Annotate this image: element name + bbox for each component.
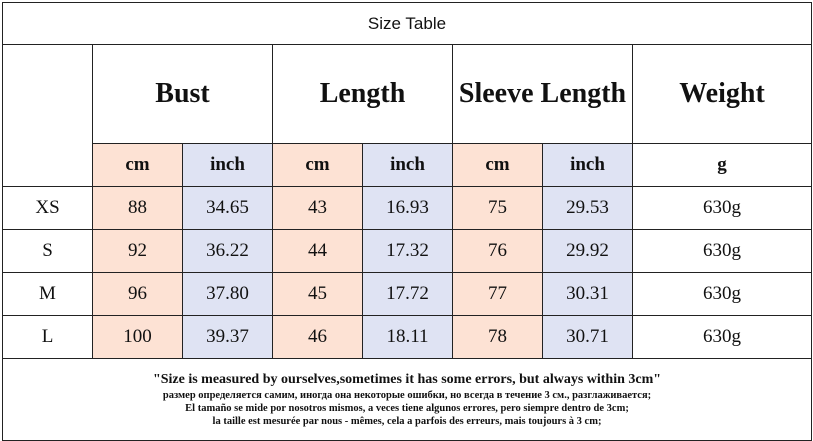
note: El tamaño se mide por nosotros mismos, a… <box>185 403 629 414</box>
notes-cell: "Size is measured by ourselves,sometimes… <box>2 358 812 441</box>
value-cell: 630g <box>632 272 812 316</box>
value-cell: 75 <box>452 186 543 230</box>
note: "Size is measured by ourselves,sometimes… <box>152 372 662 387</box>
unit-cell: cm <box>272 143 363 187</box>
unit-cell: cm <box>452 143 543 187</box>
header-cell: Bust <box>92 44 273 144</box>
header-cell: Length <box>272 44 453 144</box>
value-cell: 34.65 <box>182 186 273 230</box>
value-cell: 17.72 <box>362 272 453 316</box>
unit-cell: inch <box>542 143 633 187</box>
size-label: XS <box>2 186 93 230</box>
value-cell: 96 <box>92 272 183 316</box>
unit-cell: inch <box>362 143 453 187</box>
value-cell: 45 <box>272 272 363 316</box>
value-cell: 630g <box>632 315 812 359</box>
corner-cell <box>2 44 93 187</box>
value-cell: 76 <box>452 229 543 273</box>
value-cell: 44 <box>272 229 363 273</box>
value-cell: 29.92 <box>542 229 633 273</box>
size-label: M <box>2 272 93 316</box>
size-label: L <box>2 315 93 359</box>
header-cell: Sleeve Length <box>452 44 633 144</box>
unit-cell: g <box>632 143 812 187</box>
value-cell: 16.93 <box>362 186 453 230</box>
value-cell: 92 <box>92 229 183 273</box>
value-cell: 37.80 <box>182 272 273 316</box>
header-cell: Weight <box>632 44 812 144</box>
value-cell: 100 <box>92 315 183 359</box>
size-label: S <box>2 229 93 273</box>
value-cell: 30.31 <box>542 272 633 316</box>
value-cell: 17.32 <box>362 229 453 273</box>
value-cell: 18.11 <box>362 315 453 359</box>
value-cell: 88 <box>92 186 183 230</box>
unit-cell: cm <box>92 143 183 187</box>
unit-cell: inch <box>182 143 273 187</box>
value-cell: 39.37 <box>182 315 273 359</box>
note: la taille est mesurée par nous - mêmes, … <box>212 416 602 427</box>
value-cell: 630g <box>632 186 812 230</box>
value-cell: 36.22 <box>182 229 273 273</box>
value-cell: 78 <box>452 315 543 359</box>
value-cell: 630g <box>632 229 812 273</box>
value-cell: 30.71 <box>542 315 633 359</box>
title-cell: Size Table <box>2 2 812 45</box>
value-cell: 46 <box>272 315 363 359</box>
value-cell: 43 <box>272 186 363 230</box>
value-cell: 77 <box>452 272 543 316</box>
value-cell: 29.53 <box>542 186 633 230</box>
note: размер определяется самим, иногда она не… <box>162 390 652 401</box>
